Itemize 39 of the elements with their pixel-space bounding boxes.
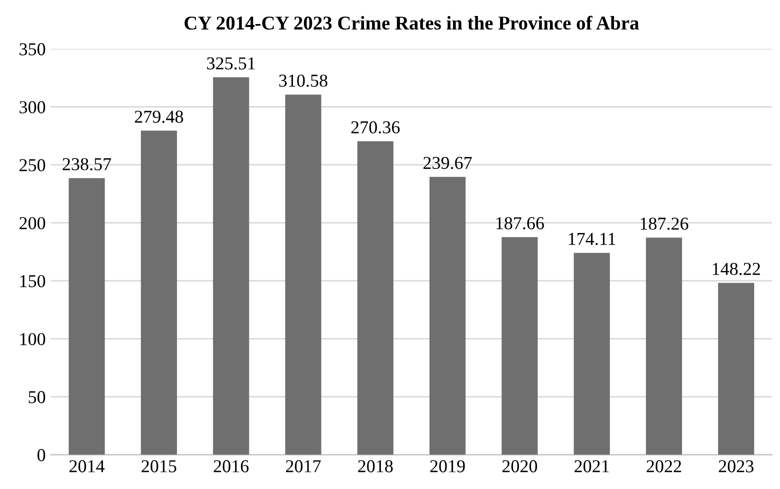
- data-label: 279.48: [134, 110, 184, 123]
- bar: [213, 77, 250, 455]
- x-tick-label: 2016: [214, 460, 249, 472]
- bar: [574, 252, 610, 455]
- x-tick-label: 2018: [358, 460, 393, 472]
- y-tick-label: 100: [20, 333, 46, 346]
- bar: [502, 237, 538, 455]
- bar: [646, 238, 682, 455]
- data-label: 148.22: [712, 262, 760, 276]
- x-tick-label: 2023: [718, 460, 754, 472]
- x-tick-label: 2019: [430, 460, 465, 472]
- data-label: 270.36: [351, 121, 400, 134]
- x-tick-label: 2017: [286, 460, 321, 472]
- data-label: 174.11: [568, 232, 616, 246]
- data-label: 238.57: [62, 158, 112, 170]
- x-tick-label: 2014: [70, 460, 105, 472]
- x-tick-label: 2015: [142, 460, 176, 472]
- bar: [68, 178, 105, 455]
- x-tick-label: 2020: [502, 460, 538, 472]
- bar: [357, 141, 394, 455]
- y-tick-label: 200: [20, 217, 46, 230]
- data-label: 239.67: [423, 156, 472, 170]
- bar: [285, 94, 322, 455]
- y-tick-label: 50: [28, 391, 46, 404]
- bar: [140, 130, 177, 455]
- y-tick-label: 350: [20, 43, 46, 56]
- data-label: 310.58: [279, 74, 328, 87]
- data-label: 187.66: [496, 217, 544, 230]
- y-tick-label: 300: [20, 101, 46, 114]
- y-tick-label: 0: [38, 449, 46, 462]
- chart-title: CY 2014-CY 2023 Crime Rates in the Province of Abra: [184, 16, 639, 30]
- data-label: 187.26: [640, 218, 688, 230]
- y-tick-label: 150: [20, 275, 46, 288]
- x-tick-label: 2021: [574, 460, 609, 472]
- bar: [429, 176, 466, 455]
- x-tick-label: 2022: [646, 460, 682, 472]
- data-label: 325.51: [207, 57, 255, 70]
- y-tick-label: 250: [20, 159, 46, 172]
- bar: [718, 282, 754, 455]
